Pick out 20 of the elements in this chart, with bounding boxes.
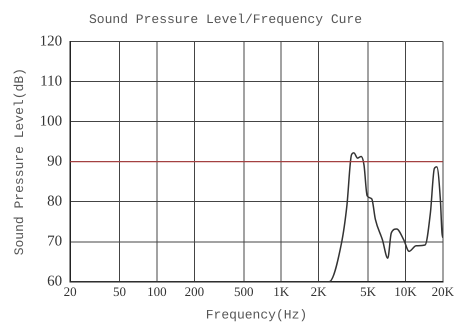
x-axis-title: Frequency(Hz) (206, 308, 308, 323)
x-tick-label: 2K (310, 284, 328, 300)
x-tick-label: 500 (234, 284, 254, 300)
chart-title: Sound Pressure Level/Frequency Cure (88, 12, 362, 28)
x-tick-label: 1K (273, 284, 290, 300)
y-tick-label: 80 (47, 194, 62, 210)
y-tick-label: 60 (47, 274, 62, 290)
x-tick-label: 100 (147, 284, 167, 300)
x-tick-label: 200 (184, 284, 204, 300)
x-tick-label: 20 (64, 284, 77, 300)
y-tick-label: 120 (40, 34, 62, 50)
y-axis-title: Sound Pressure Level(dB) (12, 68, 28, 256)
x-tick-label: 50 (113, 284, 126, 300)
y-tick-label: 110 (40, 74, 62, 90)
y-tick-label: 100 (40, 114, 62, 130)
x-tick-label: 10K (394, 284, 418, 300)
x-tick-label: 5K (360, 284, 377, 300)
y-tick-label: 70 (47, 234, 62, 250)
x-tick-label: 20K (432, 284, 455, 300)
y-tick-label: 90 (47, 154, 62, 170)
